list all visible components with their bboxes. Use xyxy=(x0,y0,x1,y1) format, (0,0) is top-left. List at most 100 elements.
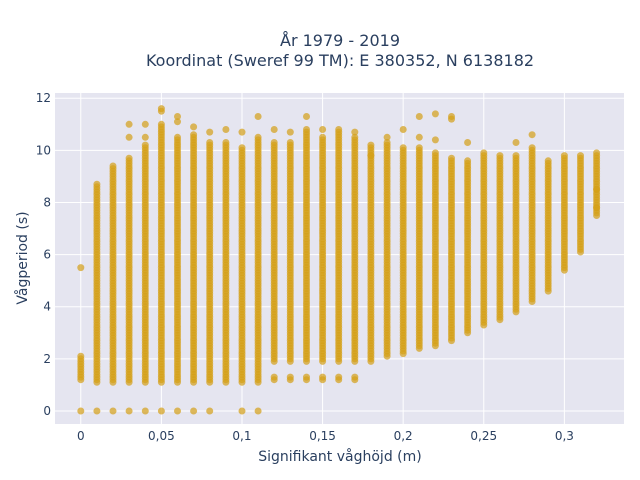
data-point xyxy=(593,149,601,157)
data-point xyxy=(303,126,310,133)
data-point xyxy=(351,128,359,136)
data-point xyxy=(125,120,133,128)
data-point xyxy=(174,118,181,126)
x-tick-label: 0,25 xyxy=(470,429,497,443)
data-point xyxy=(448,154,455,162)
data-point xyxy=(254,133,262,141)
data-point xyxy=(286,128,294,136)
data-point xyxy=(415,113,423,120)
data-point xyxy=(93,180,101,188)
data-point xyxy=(270,126,278,133)
data-point xyxy=(190,131,198,139)
y-axis-ticks: 0 2 4 6 8 10 12 xyxy=(36,91,51,418)
data-point xyxy=(399,144,407,152)
data-point xyxy=(560,152,568,160)
data-point xyxy=(125,154,133,162)
data-point xyxy=(222,139,230,146)
data-point xyxy=(157,107,165,115)
x-tick-label: 0,2 xyxy=(394,429,413,443)
data-point xyxy=(222,126,230,133)
y-tick-label: 12 xyxy=(36,91,51,105)
data-point xyxy=(125,407,133,415)
data-point xyxy=(464,157,472,165)
data-point xyxy=(593,185,601,193)
chart-title-line-1: År 1979 - 2019 xyxy=(280,31,400,50)
y-axis-title: Vågperiod (s) xyxy=(14,211,31,304)
data-point xyxy=(480,149,488,157)
x-axis-title: Signifikant våghöjd (m) xyxy=(258,448,421,465)
data-point xyxy=(544,157,552,165)
data-point xyxy=(141,120,149,128)
data-point xyxy=(431,110,439,118)
data-point xyxy=(577,152,584,160)
data-point xyxy=(190,123,198,131)
data-point xyxy=(125,133,133,141)
data-point xyxy=(431,149,439,157)
data-point xyxy=(141,133,149,141)
x-tick-label: 0,3 xyxy=(555,429,574,443)
data-point xyxy=(335,126,343,133)
data-point xyxy=(174,113,181,120)
data-point xyxy=(93,407,101,415)
x-axis-ticks: 0 0,05 0,1 0,15 0,2 0,25 0,3 xyxy=(77,429,574,443)
data-point xyxy=(399,126,407,133)
data-point xyxy=(286,139,294,146)
data-point xyxy=(109,407,117,415)
data-point xyxy=(512,152,520,160)
data-point xyxy=(238,407,246,415)
data-point xyxy=(303,113,310,120)
data-point xyxy=(528,131,536,139)
data-point xyxy=(157,407,165,415)
data-point xyxy=(464,139,472,146)
data-point xyxy=(593,204,601,212)
data-point xyxy=(351,133,359,141)
data-point xyxy=(141,407,149,415)
data-point xyxy=(141,141,149,149)
data-point xyxy=(303,373,310,381)
data-point xyxy=(254,113,262,120)
data-point xyxy=(319,126,327,133)
data-point xyxy=(157,120,165,128)
data-point xyxy=(254,407,262,415)
data-point xyxy=(448,115,455,123)
x-tick-label: 0,15 xyxy=(309,429,336,443)
x-tick-label: 0,05 xyxy=(148,429,175,443)
data-point xyxy=(415,144,423,152)
y-tick-label: 2 xyxy=(43,352,51,366)
data-point xyxy=(528,144,536,152)
data-point xyxy=(206,139,214,146)
data-point xyxy=(206,128,214,136)
data-point xyxy=(206,407,214,415)
data-points xyxy=(77,105,601,415)
data-point xyxy=(238,128,246,136)
data-point xyxy=(431,136,439,144)
data-point xyxy=(77,407,85,415)
chart-title-line-2: Koordinat (Sweref 99 TM): E 380352, N 61… xyxy=(146,51,534,70)
data-point xyxy=(286,373,294,381)
data-point xyxy=(367,152,375,160)
data-point xyxy=(319,133,327,141)
data-point xyxy=(270,373,278,381)
y-tick-label: 8 xyxy=(43,195,51,209)
data-point xyxy=(109,162,117,170)
x-tick-label: 0,1 xyxy=(232,429,251,443)
data-point xyxy=(367,141,375,149)
data-point xyxy=(415,133,423,141)
y-tick-label: 0 xyxy=(43,404,51,418)
data-point xyxy=(335,373,343,381)
data-point xyxy=(351,376,359,384)
y-tick-label: 10 xyxy=(36,143,51,157)
y-tick-label: 6 xyxy=(43,248,51,262)
data-point xyxy=(174,407,181,415)
x-tick-label: 0 xyxy=(77,429,85,443)
y-tick-label: 4 xyxy=(43,300,51,314)
data-point xyxy=(512,139,520,146)
data-point xyxy=(238,144,246,152)
data-point xyxy=(174,133,181,141)
data-point xyxy=(383,139,391,146)
data-point xyxy=(496,152,504,160)
data-point xyxy=(383,133,391,141)
data-point xyxy=(190,407,198,415)
data-point xyxy=(77,352,85,360)
